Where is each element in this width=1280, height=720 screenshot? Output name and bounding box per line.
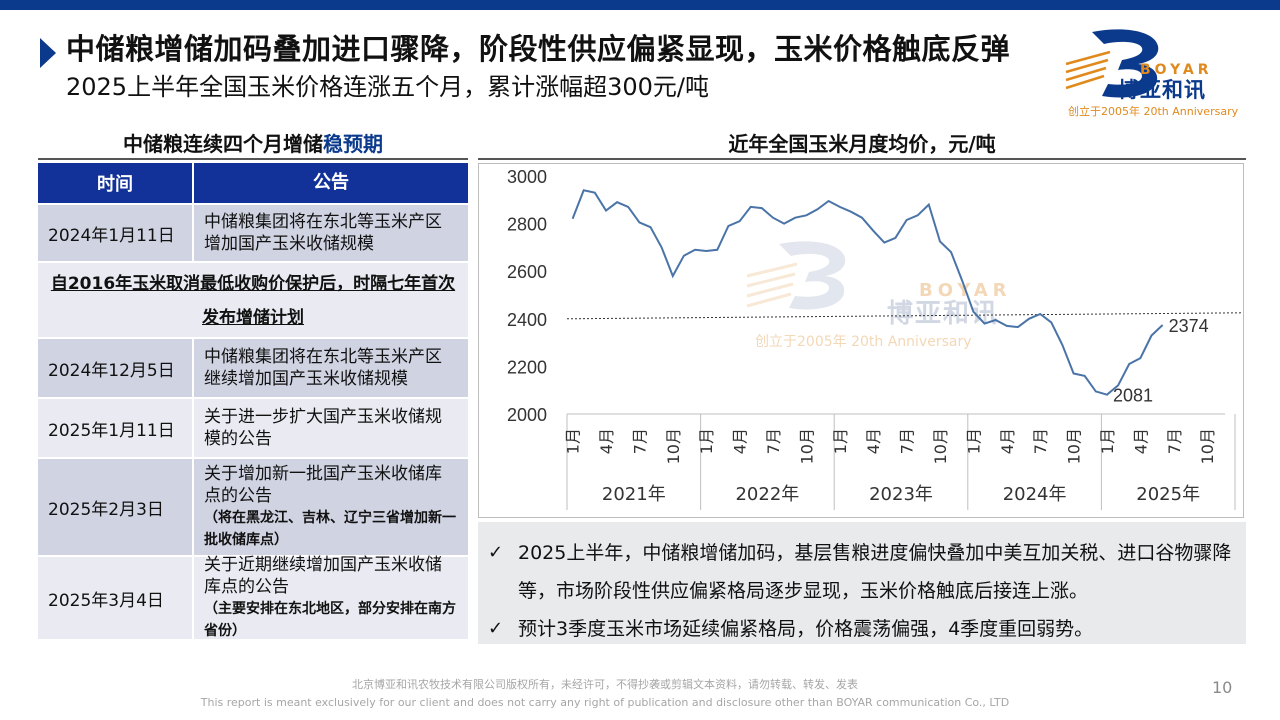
header-date: 时间 (38, 163, 194, 203)
x-tick-label: 7月 (764, 428, 783, 454)
check-icon: ✓ (488, 542, 504, 563)
x-tick-label: 4月 (864, 428, 883, 454)
x-tick-label: 1月 (831, 428, 850, 454)
row-date: 2024年12月5日 (38, 339, 194, 397)
row-date: 2025年3月4日 (38, 557, 194, 639)
table-span-note: 自2016年玉米取消最低收购价保护后，时隔七年首次发布增储计划 (38, 263, 468, 339)
data-label: 2374 (1169, 316, 1209, 336)
watermark-en: BOYAR (919, 280, 1011, 301)
row-note: （主要安排在东北地区，部分安排在南方省份） (204, 601, 456, 639)
summary-bullet: ✓ 2025上半年，中储粮增储加码，基层售粮进度偏快叠加中美互加关税、进口谷物骤… (488, 534, 1236, 610)
footer-copyright-en: This report is meant exclusively for our… (200, 696, 1010, 709)
left-title-prefix: 中储粮连续四个月增储 (123, 132, 323, 156)
x-tick-label: 7月 (630, 428, 649, 454)
data-label: 2081 (1113, 386, 1153, 406)
x-tick-label: 4月 (731, 428, 750, 454)
y-tick-label: 2600 (507, 262, 547, 282)
logo-english: BOYAR (1140, 62, 1213, 78)
year-label: 2023年 (869, 484, 933, 505)
x-tick-label: 10月 (1198, 428, 1217, 464)
summary-bullet: ✓ 预计3季度玉米市场延续偏紧格局，价格震荡偏强，4季度重回弱势。 (488, 610, 1236, 648)
x-tick-label: 4月 (1131, 428, 1150, 454)
y-tick-label: 3000 (507, 167, 547, 187)
header-announcement: 公告 (313, 172, 349, 193)
page-title: 中储粮增储加码叠加进口骤降，阶段性供应偏紧显现，玉米价格触底反弹 (66, 32, 1011, 66)
watermark-logo (746, 241, 846, 310)
bullet-text: 预计3季度玉米市场延续偏紧格局，价格震荡偏强，4季度重回弱势。 (518, 618, 1094, 640)
x-tick-label: 1月 (697, 428, 716, 454)
row-date: 2025年2月3日 (38, 459, 194, 555)
table-row: 2025年3月4日 关于近期继续增加国产玉米收储库点的公告 （主要安排在东北地区… (38, 555, 468, 641)
page-number: 10 (1212, 678, 1233, 697)
chart-layer: 2000 2200 2400 2600 2800 3000 1月 4月 7月 10月 2021年 1月… (507, 167, 1242, 510)
x-tick-label: 10月 (1065, 428, 1084, 464)
row-date: 2025年1月11日 (38, 399, 194, 457)
row-text: 中储粮集团将在东北等玉米产区增加国产玉米收储规模 (204, 212, 442, 254)
page-subtitle: 2025上半年全国玉米价格连涨五个月，累计涨幅超300元/吨 (66, 73, 709, 101)
x-tick-label: 7月 (898, 428, 917, 454)
table-row: 2025年1月11日 关于进一步扩大国产玉米收储规模的公告 (38, 399, 468, 459)
left-title-rule (38, 158, 468, 160)
table-row: 2025年2月3日 关于增加新一批国产玉米收储库点的公告 （将在黑龙江、吉林、辽… (38, 459, 468, 557)
x-tick-label: 10月 (931, 428, 950, 464)
row-text: 关于进一步扩大国产玉米收储规模的公告 (204, 407, 442, 449)
announcement-table: 时间 公告 2024年1月11日 中储粮集团将在东北等玉米产区增加国产玉米收储规… (38, 163, 468, 641)
row-text-block: 关于增加新一批国产玉米收储库点的公告 （将在黑龙江、吉林、辽宁三省增加新一批收储… (194, 459, 468, 555)
chart-svg: BOYAR 博亚和讯 创立于2005年 20th Anniversary 200… (507, 167, 1242, 510)
bullet-text: 2025上半年，中储粮增储加码，基层售粮进度偏快叠加中美互加关税、进口谷物骤降等… (518, 542, 1232, 602)
chart-title-rule (478, 158, 1246, 160)
y-tick-label: 2000 (507, 405, 547, 425)
boyar-logo-icon (1065, 29, 1159, 98)
x-tick-label: 7月 (1031, 428, 1050, 454)
left-panel-title: 中储粮连续四个月增储稳预期 (38, 128, 468, 157)
row-text: 关于近期继续增加国产玉米收储库点的公告 (204, 555, 442, 597)
x-tick-label: 7月 (1165, 428, 1184, 454)
x-tick-label: 1月 (1098, 428, 1117, 454)
logo-anniversary: 创立于2005年 20th Anniversary (1068, 105, 1239, 118)
price-series-line (571, 189, 1164, 396)
x-tick-label: 1月 (564, 428, 583, 454)
watermark-cn: 博亚和讯 (887, 299, 999, 329)
x-tick-label: 1月 (964, 428, 983, 454)
x-tick-label: 4月 (597, 428, 616, 454)
table-row: 2024年12月5日 中储粮集团将在东北等玉米产区继续增加国产玉米收储规模 (38, 339, 468, 399)
year-label: 2024年 (1003, 484, 1067, 505)
row-date: 2024年1月11日 (38, 205, 194, 261)
table-header-row: 时间 公告 (38, 163, 468, 205)
left-title-highlight: 稳预期 (323, 132, 383, 156)
x-tick-label: 10月 (664, 428, 683, 464)
y-tick-label: 2400 (507, 310, 547, 330)
year-label: 2022年 (735, 484, 799, 505)
row-note: （将在黑龙江、吉林、辽宁三省增加新一批收储库点） (204, 510, 456, 548)
price-line-chart: BOYAR 博亚和讯 创立于2005年 20th Anniversary 200… (478, 163, 1244, 518)
row-text: 关于增加新一批国产玉米收储库点的公告 (204, 464, 442, 506)
y-tick-label: 2200 (507, 357, 547, 377)
year-label: 2021年 (602, 484, 666, 505)
top-accent-bar (0, 0, 1280, 10)
row-text: 中储粮集团将在东北等玉米产区继续增加国产玉米收储规模 (204, 347, 442, 389)
watermark-anniversary: 创立于2005年 20th Anniversary (755, 334, 972, 350)
table-row: 2024年1月11日 中储粮集团将在东北等玉米产区增加国产玉米收储规模 (38, 205, 468, 263)
title-arrow-icon (40, 38, 56, 68)
y-tick-label: 2800 (507, 215, 547, 235)
logo-chinese: 博亚和讯 (1118, 78, 1206, 102)
x-tick-label: 4月 (998, 428, 1017, 454)
x-tick-label: 10月 (797, 428, 816, 464)
summary-box: ✓ 2025上半年，中储粮增储加码，基层售粮进度偏快叠加中美互加关税、进口谷物骤… (478, 522, 1246, 644)
check-icon: ✓ (488, 618, 504, 639)
row-text-block: 关于近期继续增加国产玉米收储库点的公告 （主要安排在东北地区，部分安排在南方省份… (194, 555, 468, 639)
chart-title: 近年全国玉米月度均价，元/吨 (728, 132, 996, 156)
reference-line (566, 312, 1242, 320)
footer-copyright-cn: 北京博亚和讯农牧技术有限公司版权所有，未经许可，不得抄袭或剪辑文本资料，请勿转载… (352, 678, 858, 691)
year-label: 2025年 (1136, 484, 1200, 505)
